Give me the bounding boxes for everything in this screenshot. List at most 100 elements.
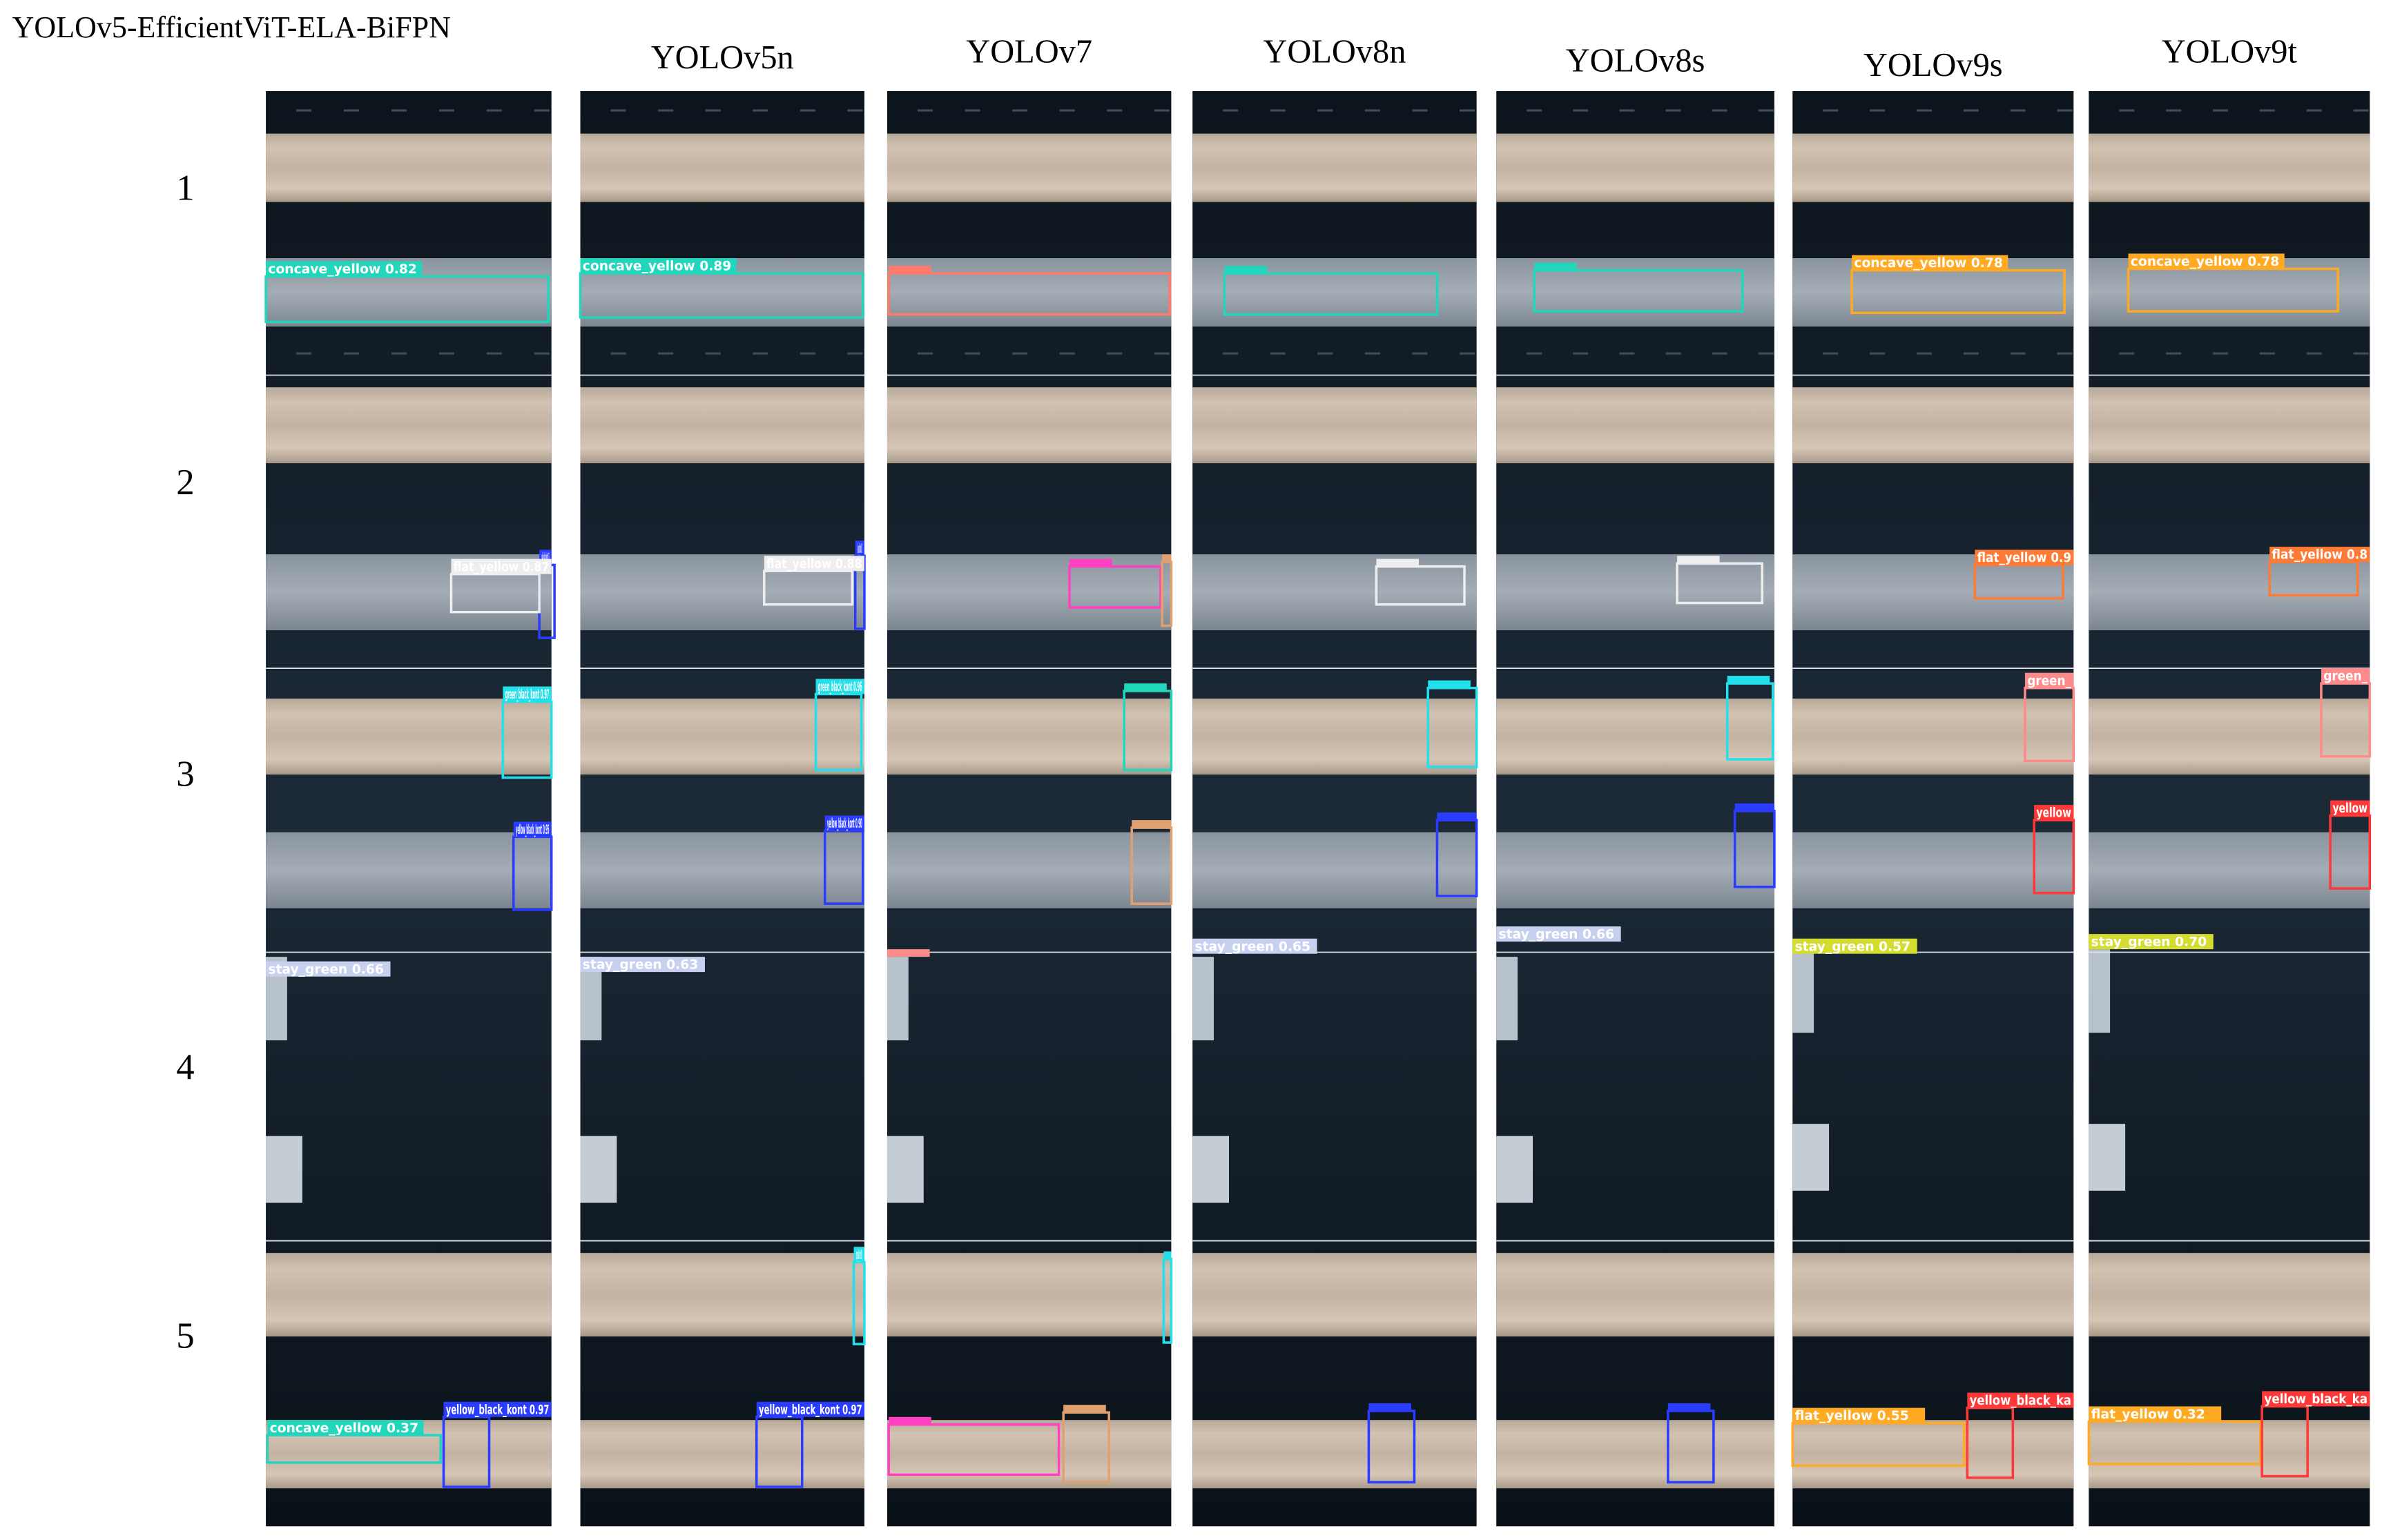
gray-strip xyxy=(2089,554,2370,631)
label-tab xyxy=(2024,672,2074,688)
wood-strip xyxy=(580,1253,864,1337)
texture-dash xyxy=(1460,352,1475,355)
texture-dash xyxy=(1012,109,1028,112)
detection-label: flat_yellow 0.8 xyxy=(2272,548,2368,563)
texture-dash xyxy=(2353,352,2369,355)
block xyxy=(887,1135,924,1203)
result-column: concave_yellow 0.89 yellow_black_kont 0.6… xyxy=(579,91,866,1527)
detection-label: green_black_kont 0.96 xyxy=(818,680,862,694)
texture-dash xyxy=(965,352,980,355)
texture-dash xyxy=(2259,109,2275,112)
wood-strip xyxy=(887,1420,1172,1489)
row-label: 4 xyxy=(176,1047,194,1087)
block xyxy=(2089,1124,2126,1191)
gray-strip xyxy=(1792,554,2074,631)
texture-dash xyxy=(344,109,360,112)
wood-strip xyxy=(266,133,552,202)
texture-dash xyxy=(1317,109,1333,112)
block xyxy=(1192,957,1214,1041)
detection-label: yellow_black_kont 0.76 xyxy=(541,551,549,565)
texture-dash xyxy=(2353,109,2369,112)
label-tab xyxy=(1496,926,1621,942)
label-tab xyxy=(889,266,931,274)
column-title: YOLOv9t xyxy=(2162,33,2298,70)
label-tab xyxy=(1792,1407,1926,1423)
wood-strip xyxy=(1792,133,2074,202)
label-tab xyxy=(1437,812,1477,821)
texture-dash xyxy=(1412,352,1428,355)
column-title: YOLOv8s xyxy=(1566,43,1705,79)
detection-label: stay_green 0.57 xyxy=(1795,939,1910,954)
label-tab xyxy=(1534,262,1577,271)
label-tab xyxy=(266,961,391,977)
texture-dash xyxy=(1870,352,1886,355)
gray-strip xyxy=(266,832,552,908)
texture-dash xyxy=(1963,109,1979,112)
texture-dash xyxy=(391,352,407,355)
texture-dash xyxy=(2306,352,2322,355)
label-tab xyxy=(1224,266,1268,274)
row-label: 1 xyxy=(176,168,194,208)
detection-box xyxy=(1223,272,1439,316)
texture-dash xyxy=(1870,109,1886,112)
wood-strip xyxy=(887,387,1172,464)
detection-label: flat_yellow 0.88 xyxy=(766,557,862,572)
texture-dash xyxy=(534,109,550,112)
texture-dash xyxy=(658,109,674,112)
texture-dash xyxy=(1665,352,1681,355)
detection-label: stay_green 0.70 xyxy=(2091,935,2207,950)
texture-dash xyxy=(1758,352,1774,355)
detection-label: stay_green 0.66 xyxy=(1499,928,1614,942)
result-column xyxy=(887,91,1173,1527)
row-label: 2 xyxy=(176,462,194,503)
label-tab xyxy=(2321,668,2370,684)
label-tab xyxy=(443,1401,552,1417)
label-tab xyxy=(1063,1405,1106,1413)
texture-dash xyxy=(2010,109,2026,112)
label-tab xyxy=(580,957,705,973)
wood-strip xyxy=(266,387,552,464)
label-tab xyxy=(1124,683,1167,692)
detection-label: yellow_black_kont 0.95 xyxy=(516,823,549,837)
texture-dash xyxy=(705,352,721,355)
column-title: YOLOv5n xyxy=(651,39,794,76)
gray-strip xyxy=(1496,832,1774,908)
texture-dash xyxy=(2166,109,2182,112)
texture-dash xyxy=(2212,352,2229,355)
gray-strip xyxy=(887,832,1172,908)
detection-label: flat_yellow 0.9 xyxy=(1977,551,2071,565)
detection-label: stay_green 0.66 xyxy=(268,962,383,977)
wood-strip xyxy=(887,1253,1172,1337)
detection-label: yellow_black_kont 0.64 xyxy=(858,542,862,556)
label-tab xyxy=(1677,556,1720,564)
wood-strip xyxy=(1792,1420,2074,1489)
texture-dash xyxy=(1573,109,1589,112)
block xyxy=(580,1135,617,1203)
texture-dash xyxy=(1270,352,1286,355)
texture-dash xyxy=(1107,352,1123,355)
wood-strip xyxy=(580,133,864,202)
detection-label: green_black_kont 0.90 xyxy=(856,1248,862,1263)
gray-strip xyxy=(1792,832,2074,908)
texture-dash xyxy=(1573,352,1589,355)
label-tab xyxy=(1163,1251,1172,1259)
label-tab xyxy=(266,261,423,277)
label-tab xyxy=(1975,549,2074,565)
row-label: 3 xyxy=(176,754,194,795)
result-column: concave_yellow 0.82 yellow_black_kont 0.7… xyxy=(264,91,556,1527)
label-tab xyxy=(2089,1406,2222,1422)
block xyxy=(2089,949,2111,1033)
block xyxy=(266,1135,302,1203)
texture-dash xyxy=(658,352,674,355)
texture-dash xyxy=(610,352,626,355)
label-tab xyxy=(1852,255,2008,271)
texture-dash xyxy=(2119,352,2135,355)
texture-dash xyxy=(1823,109,1839,112)
texture-dash xyxy=(1916,352,1932,355)
texture-dash xyxy=(1364,109,1380,112)
label-tab xyxy=(1727,676,1770,684)
texture-dash xyxy=(2057,109,2073,112)
block xyxy=(1496,957,1518,1041)
wood-strip xyxy=(1496,699,1774,775)
